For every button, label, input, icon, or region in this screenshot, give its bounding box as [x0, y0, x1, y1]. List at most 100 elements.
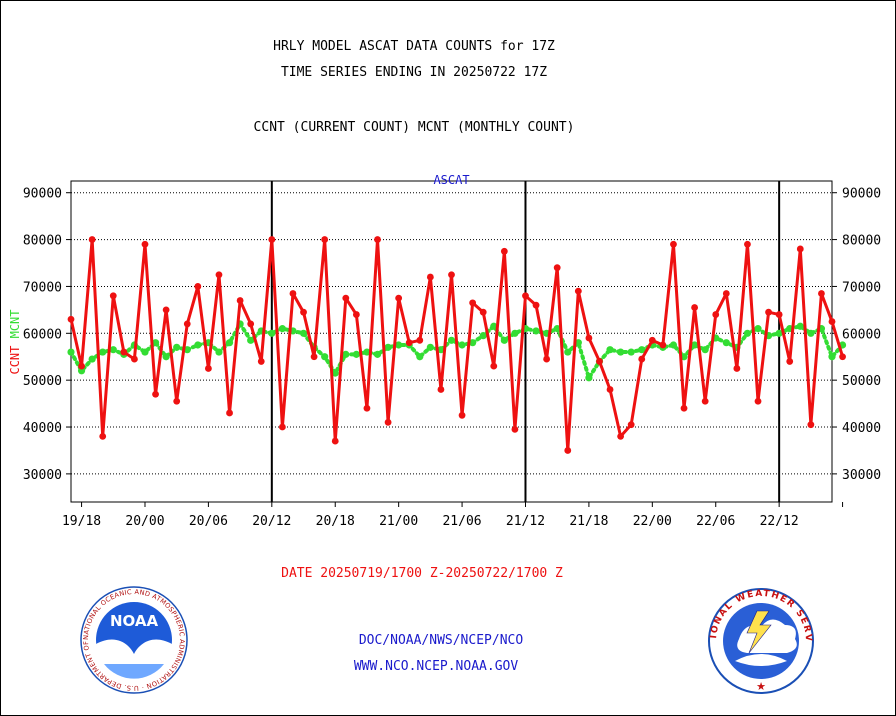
point-ccnt-32 [405, 339, 413, 347]
point-ccnt-10 [173, 397, 181, 405]
y-tick-label-right-80000: 80000 [842, 234, 881, 249]
x-tick-label-11: 22/12 [760, 514, 799, 529]
y-tick-label-right-60000: 60000 [842, 327, 881, 342]
point-mcnt-47 [564, 348, 572, 356]
point-ccnt-21 [289, 290, 297, 297]
x-tick-label-4: 20/18 [316, 514, 355, 529]
nws-logo-wave-icon [735, 654, 787, 666]
point-ccnt-24 [321, 236, 329, 243]
point-mcnt-40 [490, 322, 498, 330]
y-tick-label-right-50000: 50000 [842, 374, 881, 389]
point-mcnt-52 [617, 348, 625, 356]
point-ccnt-70 [807, 421, 815, 429]
point-mcnt-59 [690, 341, 699, 349]
y-tick-label-right-40000: 40000 [842, 421, 881, 436]
point-mcnt-54 [638, 346, 646, 354]
chart-subtitle: CCNT (CURRENT COUNT) MCNT (MONTHLY COUNT… [253, 120, 575, 135]
y-tick-label-right-70000: 70000 [842, 280, 881, 295]
point-mcnt-51 [606, 346, 614, 354]
point-mcnt-3 [99, 348, 107, 356]
point-ccnt-36 [448, 271, 455, 279]
nws-logo-lightning-icon [746, 610, 772, 654]
point-mcnt-49 [585, 374, 593, 382]
point-mcnt-30 [384, 343, 392, 351]
point-mcnt-31 [395, 341, 403, 349]
point-ccnt-26 [342, 294, 350, 302]
point-mcnt-62 [722, 339, 730, 347]
y-tick-label-left-90000: 90000 [23, 187, 62, 202]
y-axis-label-ccnt: CCNT [8, 338, 22, 374]
point-mcnt-10 [173, 343, 181, 351]
point-ccnt-0 [67, 315, 75, 323]
point-mcnt-67 [775, 329, 783, 337]
point-ccnt-52 [617, 432, 625, 440]
point-mcnt-39 [479, 332, 487, 340]
point-ccnt-63 [733, 365, 741, 372]
point-ccnt-66 [765, 308, 772, 316]
y-tick-label-left-70000: 70000 [23, 280, 62, 295]
point-mcnt-25 [331, 369, 339, 377]
y-tick-label-right-30000: 30000 [842, 468, 881, 483]
footer-link-www[interactable]: WWW.NCO.NCEP.NOAA.GOV [353, 659, 519, 674]
point-mcnt-37 [458, 341, 466, 349]
point-mcnt-38 [469, 339, 477, 347]
point-ccnt-59 [691, 304, 698, 311]
point-mcnt-57 [669, 341, 678, 349]
x-tick-label-8: 21/18 [569, 514, 608, 529]
y-tick-label-left-50000: 50000 [23, 374, 62, 389]
point-mcnt-20 [278, 325, 286, 333]
point-mcnt-42 [511, 329, 519, 337]
point-ccnt-39 [479, 308, 487, 316]
noaa-logo-wave-icon [104, 664, 164, 679]
x-tick-label-0: 19/18 [62, 514, 101, 529]
series-line-ccnt [69, 238, 845, 452]
y-tick-label-left-30000: 30000 [23, 468, 62, 483]
point-mcnt-64 [743, 329, 752, 337]
point-ccnt-68 [786, 358, 794, 365]
noaa-logo-text: NOAA [110, 612, 159, 630]
point-ccnt-17 [247, 320, 255, 328]
point-ccnt-1 [78, 362, 85, 370]
point-ccnt-13 [205, 365, 212, 372]
point-ccnt-29 [374, 236, 381, 243]
nws-logo-star-icon: ★ [756, 680, 766, 693]
point-ccnt-11 [183, 320, 191, 328]
point-ccnt-14 [215, 271, 223, 279]
x-axis-date-label: DATE 20250719/1700 Z-20250722/1700 Z [281, 566, 563, 581]
point-mcnt-2 [88, 355, 96, 363]
point-ccnt-23 [310, 353, 318, 361]
point-mcnt-29 [373, 350, 382, 358]
point-mcnt-8 [151, 339, 160, 347]
point-ccnt-56 [659, 341, 667, 349]
x-tick-label-9: 22/00 [633, 514, 672, 529]
y-tick-label-right-90000: 90000 [842, 187, 881, 202]
nws-ring-textpath: NATIONAL WEATHER SERVICE [0, 0, 812, 643]
point-ccnt-64 [744, 240, 751, 248]
point-ccnt-30 [384, 418, 392, 426]
point-ccnt-28 [363, 404, 371, 412]
point-ccnt-34 [426, 273, 434, 281]
point-ccnt-67 [775, 311, 783, 318]
point-ccnt-22 [300, 308, 307, 316]
point-ccnt-54 [638, 355, 646, 363]
point-mcnt-17 [247, 336, 255, 344]
point-mcnt-69 [796, 322, 804, 330]
point-ccnt-69 [796, 245, 804, 253]
point-mcnt-33 [416, 353, 424, 361]
point-mcnt-27 [352, 350, 360, 358]
footer-link-doc[interactable]: DOC/NOAA/NWS/NCEP/NCO [358, 633, 524, 648]
point-ccnt-55 [648, 336, 656, 344]
point-mcnt-72 [828, 353, 836, 361]
point-ccnt-33 [416, 336, 424, 344]
plot-frame [70, 180, 833, 503]
point-ccnt-27 [352, 311, 360, 318]
x-tick-label-3: 20/12 [252, 514, 291, 529]
point-ccnt-73 [839, 353, 846, 361]
point-ccnt-9 [162, 306, 170, 314]
point-mcnt-53 [627, 348, 635, 356]
point-mcnt-26 [342, 350, 350, 358]
point-ccnt-12 [194, 283, 202, 290]
point-ccnt-18 [257, 358, 265, 365]
point-ccnt-20 [278, 423, 286, 431]
x-tick-label-5: 21/00 [379, 514, 418, 529]
